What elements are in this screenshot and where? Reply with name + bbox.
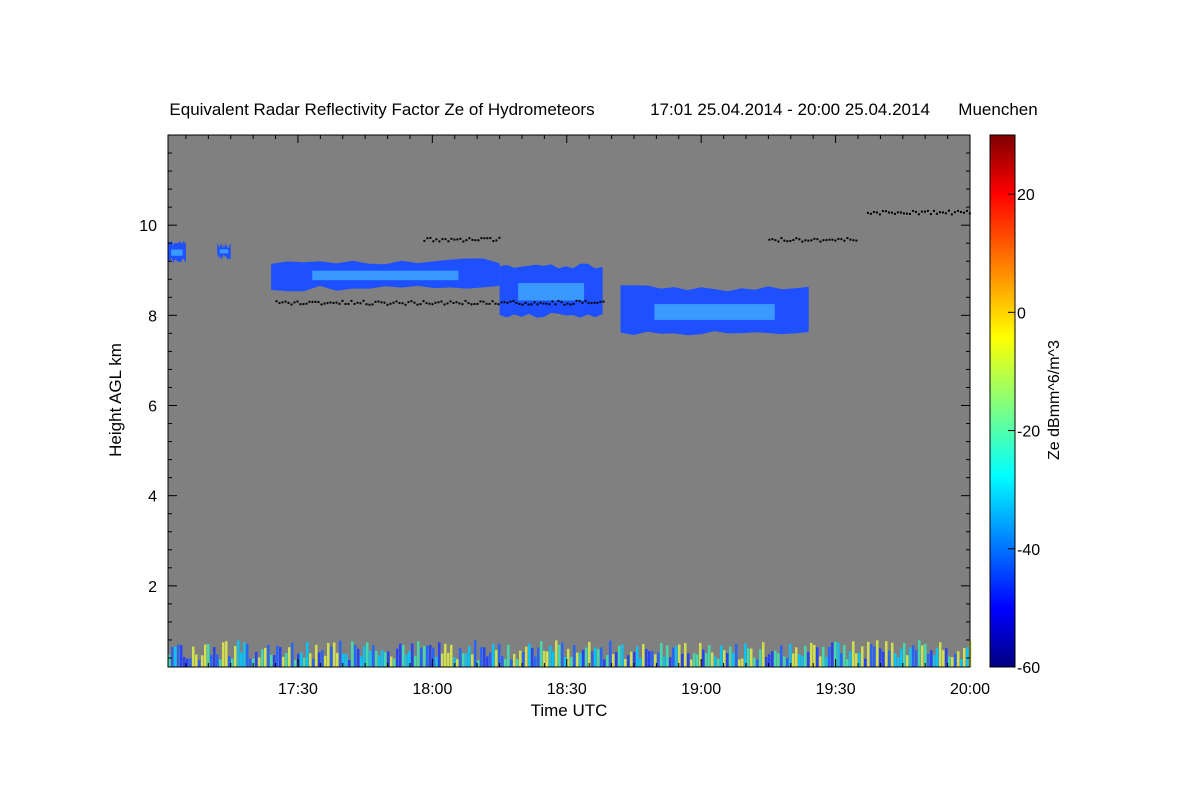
x-tick-label-3: 18:30 [547, 681, 587, 698]
echo-cell-2 [217, 242, 231, 260]
x-tick-label-2: 18:00 [412, 681, 452, 698]
colorbar-tick-label-1: 20 [1017, 187, 1035, 204]
x-tick-label-6: 20:00 [950, 681, 990, 698]
y-tick-label-3: 6 [148, 399, 157, 416]
colorbar-tick-label-3: -20 [1017, 424, 1040, 441]
x-axis-label: Time UTC [531, 701, 608, 720]
cloud-base-line-6 [275, 299, 605, 306]
x-tick-label-1: 17:30 [278, 681, 318, 698]
chart-location: Muenchen [958, 100, 1037, 119]
y-tick-label-1: 2 [148, 579, 157, 596]
y-tick-label-5: 10 [139, 218, 157, 235]
y-axis: 2 4 6 8 10 [139, 152, 970, 659]
colorbar-tick-label-2: 0 [1017, 305, 1026, 322]
echo-layer [168, 209, 972, 667]
chart-title: Equivalent Radar Reflectivity Factor Ze … [169, 100, 594, 119]
echo-cell-4 [499, 263, 603, 318]
echo-cell-1 [168, 240, 186, 264]
colorbar-tick-label-5: -60 [1017, 660, 1040, 677]
x-tick-label-5: 19:30 [816, 681, 856, 698]
y-tick-label-4: 8 [148, 308, 157, 325]
plot-frame [167, 134, 971, 668]
x-tick-label-4: 19:00 [681, 681, 721, 698]
colorbar-label: Ze dBmm^6/m^3 [1046, 340, 1063, 460]
x-axis: 17:30 18:00 18:30 19:00 19:30 20:00 [185, 135, 990, 698]
echo-cell-5 [620, 285, 809, 336]
plot-area [168, 135, 970, 667]
colorbar [989, 134, 1016, 668]
colorbar-ticks: 20 0 -20 -40 -60 [1008, 187, 1040, 677]
cloud-base-line-8 [768, 237, 858, 243]
y-tick-label-2: 4 [148, 489, 157, 506]
near-surface-clutter [168, 640, 972, 667]
cloud-base-line-7 [423, 236, 501, 243]
y-axis-label: Height AGL km [106, 343, 125, 457]
colorbar-tick-label-4: -40 [1017, 542, 1040, 559]
echo-cell-3 [271, 258, 500, 292]
chart-period: 17:01 25.04.2014 - 20:00 25.04.2014 [650, 100, 930, 119]
